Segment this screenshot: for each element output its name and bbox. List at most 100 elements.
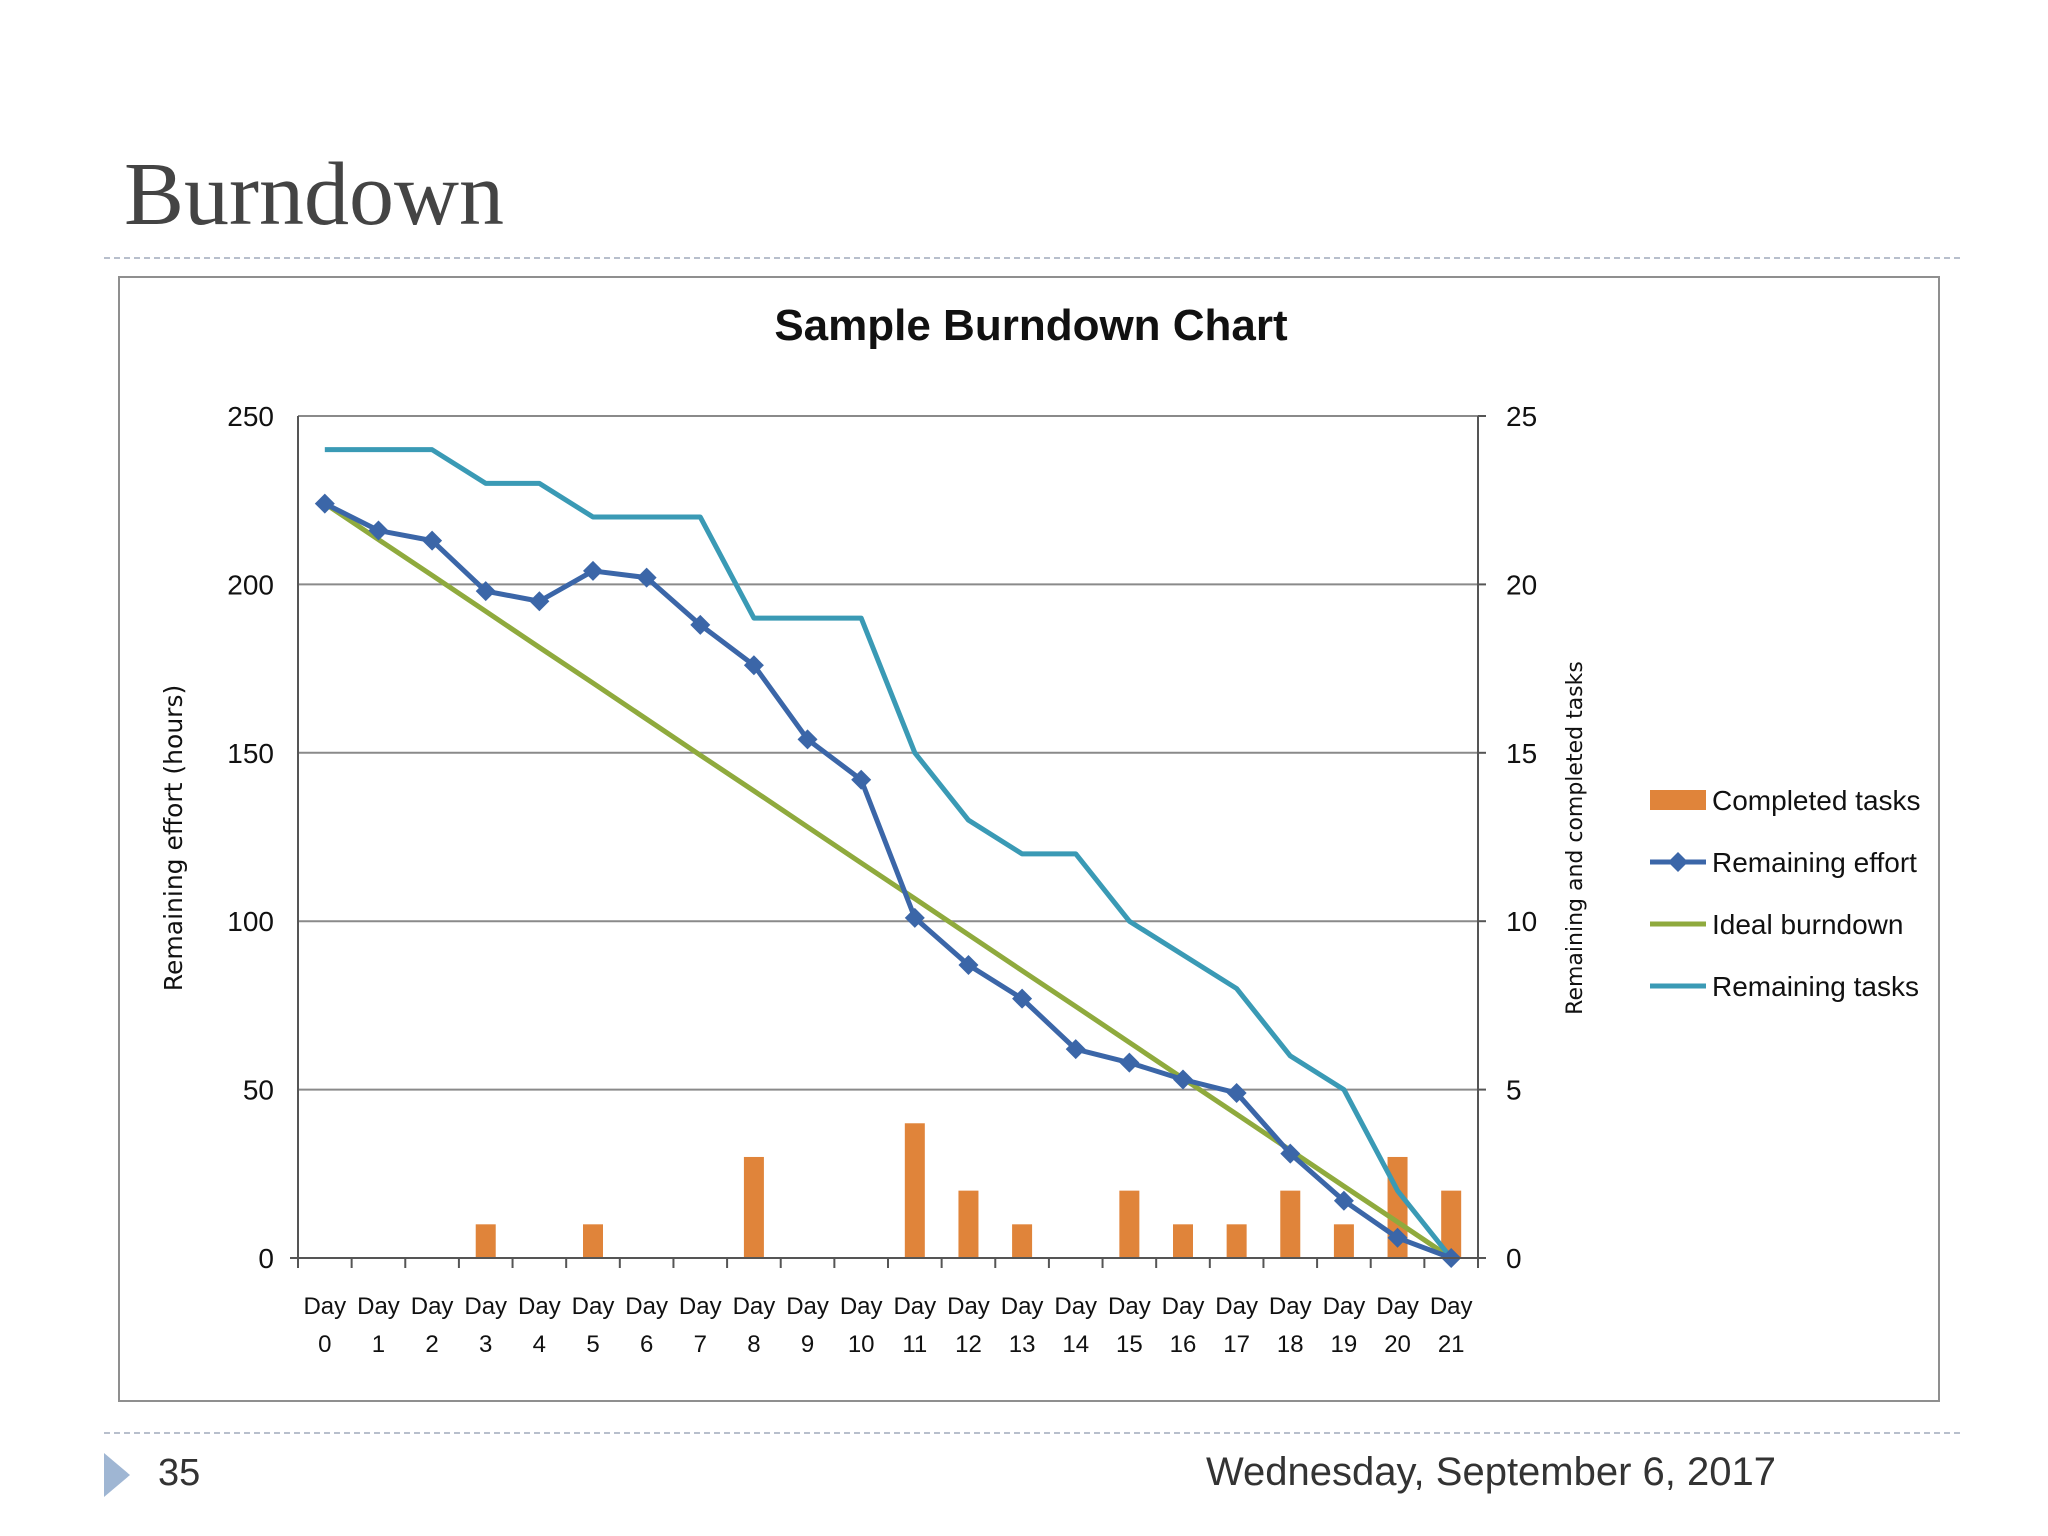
x-tick-label: 21 [1438, 1331, 1465, 1358]
y-tick-label: 250 [227, 401, 274, 432]
y-tick-label: 100 [227, 906, 274, 937]
legend-label: Remaining tasks [1712, 971, 1919, 1002]
play-arrow-icon [104, 1453, 130, 1497]
y2-axis-label: Remaining and completed tasks [1563, 661, 1588, 1015]
remaining-effort-marker [743, 655, 764, 676]
x-tick-label: 20 [1384, 1331, 1411, 1358]
x-tick-label: Day [1430, 1293, 1473, 1320]
x-tick-label: Day [733, 1293, 776, 1320]
completed-tasks-bar [1226, 1224, 1247, 1258]
remaining-effort-marker [1012, 988, 1033, 1009]
x-tick-label: Day [572, 1293, 615, 1320]
page-number: 35 [158, 1452, 201, 1494]
remaining-effort-marker [529, 591, 550, 612]
x-tick-label: 10 [848, 1331, 875, 1358]
completed-tasks-bar [1441, 1190, 1462, 1258]
x-tick-label: 3 [479, 1331, 492, 1358]
bottom-divider [104, 1432, 1960, 1434]
x-tick-label: Day [518, 1293, 561, 1320]
axis-layer: 0 50 100 150 200 250 0 5 10 15 20 25 Day 0 Day 1 Day 2 Day… [227, 401, 1537, 1358]
top-divider [104, 257, 1960, 259]
x-tick-label: Day [303, 1293, 346, 1320]
completed-tasks-bar [958, 1190, 979, 1258]
remaining-effort-marker [368, 520, 389, 541]
x-tick-label: Day [1215, 1293, 1258, 1320]
ideal-burndown-line [323, 501, 1453, 1261]
x-tick-label: Day [1376, 1293, 1419, 1320]
x-tick-label: Day [679, 1293, 722, 1320]
remaining-effort-marker [958, 954, 979, 975]
y-axis-label: Remaining effort (hours) [159, 685, 188, 991]
x-tick-label: Day [893, 1293, 936, 1320]
x-tick-label: 17 [1223, 1331, 1250, 1358]
legend-label: Completed tasks [1712, 785, 1921, 816]
remaining-effort-marker [1173, 1069, 1193, 1090]
line-series-layer [314, 447, 1462, 1268]
chart-title: Sample Burndown Chart [774, 301, 1288, 350]
x-tick-label: Day [1108, 1293, 1151, 1320]
x-tick-label: 6 [640, 1331, 653, 1358]
grid-layer [298, 415, 1478, 1259]
x-tick-label: 15 [1116, 1331, 1143, 1358]
burndown-chart: 0 50 100 150 200 250 0 5 10 15 20 25 Day 0 Day 1 Day 2 Day… [159, 301, 1921, 1358]
x-tick-label: 0 [318, 1331, 331, 1358]
remaining-effort-marker [314, 493, 335, 514]
x-tick-label: Day [357, 1293, 400, 1320]
remaining-effort-marker [636, 567, 657, 588]
remaining-effort-marker [422, 530, 443, 551]
y2-tick-label: 20 [1506, 569, 1537, 600]
y-tick-label: 50 [243, 1075, 274, 1106]
legend-label: Ideal burndown [1712, 909, 1903, 940]
completed-tasks-bar [743, 1156, 764, 1258]
x-tick-label: 9 [801, 1331, 814, 1358]
x-tick-label: 4 [533, 1331, 546, 1358]
remaining-effort-marker [904, 907, 925, 928]
x-tick-label: 7 [694, 1331, 707, 1358]
x-tick-label: 19 [1331, 1331, 1358, 1358]
y2-tick-label: 5 [1506, 1075, 1522, 1106]
remaining-effort-marker [1226, 1082, 1247, 1103]
y-tick-label: 150 [227, 738, 274, 769]
remaining-effort-marker [475, 581, 496, 602]
y2-tick-label: 10 [1506, 906, 1537, 937]
x-tick-label: 14 [1062, 1331, 1089, 1358]
x-tick-label: 5 [586, 1331, 599, 1358]
remaining-effort-line [323, 501, 1453, 1261]
x-tick-label: 2 [425, 1331, 438, 1358]
x-tick-label: Day [1001, 1293, 1044, 1320]
completed-tasks-bar [475, 1224, 496, 1258]
x-tick-label: 18 [1277, 1331, 1304, 1358]
legend-marker [1668, 852, 1688, 872]
completed-tasks-bars [475, 1123, 1462, 1258]
x-tick-label: 12 [955, 1331, 982, 1358]
x-tick-label: Day [1162, 1293, 1205, 1320]
x-tick-label: 8 [747, 1331, 760, 1358]
remaining-tasks-line [324, 447, 1454, 1260]
x-tick-label: 11 [902, 1331, 927, 1358]
x-tick-label: Day [1323, 1293, 1366, 1320]
chart-legend: Completed tasks Remaining effort Ideal bur… [1650, 785, 1921, 1002]
completed-tasks-bar [1012, 1224, 1033, 1258]
x-tick-label: Day [411, 1293, 454, 1320]
completed-tasks-bar [1119, 1190, 1140, 1258]
y-tick-label: 200 [227, 569, 274, 600]
x-tick-label: Day [625, 1293, 668, 1320]
remaining-effort-marker [690, 614, 711, 635]
remaining-effort-marker [1065, 1039, 1086, 1060]
x-tick-label: Day [1269, 1293, 1312, 1320]
completed-tasks-bar [1173, 1224, 1193, 1258]
slide-title: Burndown [124, 145, 504, 244]
y2-tick-label: 0 [1506, 1243, 1522, 1274]
x-tick-label: Day [840, 1293, 883, 1320]
remaining-effort-marker [1333, 1190, 1354, 1211]
slide-date: Wednesday, September 6, 2017 [1206, 1450, 1776, 1494]
x-tick-label: Day [786, 1293, 829, 1320]
remaining-effort-marker [1387, 1227, 1408, 1248]
completed-tasks-bar [1333, 1224, 1354, 1258]
remaining-effort-marker [583, 560, 603, 581]
x-tick-label: Day [1054, 1293, 1097, 1320]
x-tick-label: 13 [1009, 1331, 1036, 1358]
x-tick-label: 1 [372, 1331, 385, 1358]
x-tick-label: Day [947, 1293, 990, 1320]
legend-label: Remaining effort [1712, 847, 1917, 878]
